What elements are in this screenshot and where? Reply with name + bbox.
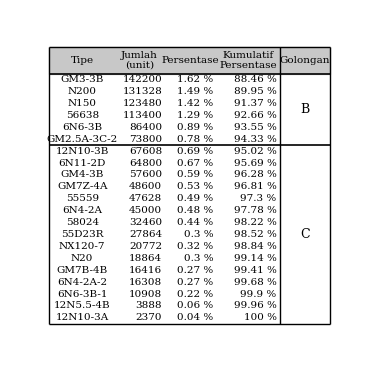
Text: C: C	[300, 228, 310, 241]
Text: 142200: 142200	[122, 75, 162, 84]
Text: GM2.5A-3C-2: GM2.5A-3C-2	[47, 135, 118, 144]
Text: 64800: 64800	[129, 159, 162, 167]
Text: 99.96 %: 99.96 %	[234, 301, 277, 310]
Text: 6N6-3B: 6N6-3B	[62, 123, 102, 132]
Text: 16308: 16308	[129, 277, 162, 287]
Text: 55559: 55559	[65, 194, 99, 203]
Text: 0.3 %: 0.3 %	[184, 254, 213, 263]
Text: 67608: 67608	[129, 147, 162, 156]
Text: 32460: 32460	[129, 218, 162, 227]
Text: 1.49 %: 1.49 %	[177, 87, 213, 96]
Text: 12N5.5-4B: 12N5.5-4B	[54, 301, 111, 310]
Text: Golongan: Golongan	[280, 56, 330, 65]
Text: 56638: 56638	[65, 111, 99, 120]
Text: GM7Z-4A: GM7Z-4A	[57, 182, 107, 191]
Text: 99.9 %: 99.9 %	[240, 290, 277, 298]
Bar	[49, 47, 330, 74]
Text: 0.22 %: 0.22 %	[177, 290, 213, 298]
Text: 0.32 %: 0.32 %	[177, 242, 213, 251]
Text: 95.69 %: 95.69 %	[234, 159, 277, 167]
Text: 20772: 20772	[129, 242, 162, 251]
Text: GM4-3B: GM4-3B	[60, 170, 104, 179]
Text: 6N11-2D: 6N11-2D	[58, 159, 106, 167]
Text: 55D23R: 55D23R	[61, 230, 103, 239]
Text: 6N6-3B-1: 6N6-3B-1	[57, 290, 107, 298]
Text: 86400: 86400	[129, 123, 162, 132]
Text: 100 %: 100 %	[244, 313, 277, 322]
Text: 10908: 10908	[129, 290, 162, 298]
Text: 1.42 %: 1.42 %	[177, 99, 213, 108]
Text: 0.69 %: 0.69 %	[177, 147, 213, 156]
Text: 73800: 73800	[129, 135, 162, 144]
Text: 97.3 %: 97.3 %	[240, 194, 277, 203]
Text: Kumulatif
Persentase: Kumulatif Persentase	[219, 51, 277, 70]
Text: 58024: 58024	[65, 218, 99, 227]
Text: 0.89 %: 0.89 %	[177, 123, 213, 132]
Text: 57600: 57600	[129, 170, 162, 179]
Text: 92.66 %: 92.66 %	[234, 111, 277, 120]
Text: GM7B-4B: GM7B-4B	[57, 266, 108, 275]
Text: 0.78 %: 0.78 %	[177, 135, 213, 144]
Text: 0.06 %: 0.06 %	[177, 301, 213, 310]
Text: 99.14 %: 99.14 %	[234, 254, 277, 263]
Text: 0.67 %: 0.67 %	[177, 159, 213, 167]
Text: 0.27 %: 0.27 %	[177, 266, 213, 275]
Text: 96.81 %: 96.81 %	[234, 182, 277, 191]
Text: 0.3 %: 0.3 %	[184, 230, 213, 239]
Text: 0.53 %: 0.53 %	[177, 182, 213, 191]
Text: 48600: 48600	[129, 182, 162, 191]
Text: 16416: 16416	[129, 266, 162, 275]
Text: 98.52 %: 98.52 %	[234, 230, 277, 239]
Text: 6N4-2A: 6N4-2A	[62, 206, 102, 215]
Text: 99.41 %: 99.41 %	[234, 266, 277, 275]
Text: 1.62 %: 1.62 %	[177, 75, 213, 84]
Text: 94.33 %: 94.33 %	[234, 135, 277, 144]
Text: GM3-3B: GM3-3B	[60, 75, 104, 84]
Text: 2370: 2370	[135, 313, 162, 322]
Text: 3888: 3888	[135, 301, 162, 310]
Text: Persentase: Persentase	[162, 56, 219, 65]
Text: B: B	[300, 103, 309, 116]
Text: 123480: 123480	[122, 99, 162, 108]
Text: 0.44 %: 0.44 %	[177, 218, 213, 227]
Text: 6N4-2A-2: 6N4-2A-2	[57, 277, 107, 287]
Text: Jumlah
(unit): Jumlah (unit)	[121, 51, 158, 70]
Text: 18864: 18864	[129, 254, 162, 263]
Text: 93.55 %: 93.55 %	[234, 123, 277, 132]
Text: 45000: 45000	[129, 206, 162, 215]
Text: N200: N200	[68, 87, 97, 96]
Text: 0.49 %: 0.49 %	[177, 194, 213, 203]
Text: 113400: 113400	[122, 111, 162, 120]
Text: 12N10-3B: 12N10-3B	[56, 147, 109, 156]
Text: 89.95 %: 89.95 %	[234, 87, 277, 96]
Text: 98.84 %: 98.84 %	[234, 242, 277, 251]
Text: 0.48 %: 0.48 %	[177, 206, 213, 215]
Text: 27864: 27864	[129, 230, 162, 239]
Text: N150: N150	[68, 99, 97, 108]
Text: 0.59 %: 0.59 %	[177, 170, 213, 179]
Text: 131328: 131328	[122, 87, 162, 96]
Text: NX120-7: NX120-7	[59, 242, 105, 251]
Text: 0.27 %: 0.27 %	[177, 277, 213, 287]
Text: 0.04 %: 0.04 %	[177, 313, 213, 322]
Text: 99.68 %: 99.68 %	[234, 277, 277, 287]
Text: 95.02 %: 95.02 %	[234, 147, 277, 156]
Text: N20: N20	[71, 254, 93, 263]
Text: 47628: 47628	[129, 194, 162, 203]
Text: 98.22 %: 98.22 %	[234, 218, 277, 227]
Text: 88.46 %: 88.46 %	[234, 75, 277, 84]
Text: 91.37 %: 91.37 %	[234, 99, 277, 108]
Text: 1.29 %: 1.29 %	[177, 111, 213, 120]
Text: Tipe: Tipe	[71, 56, 94, 65]
Text: 12N10-3A: 12N10-3A	[56, 313, 109, 322]
Text: 96.28 %: 96.28 %	[234, 170, 277, 179]
Text: 97.78 %: 97.78 %	[234, 206, 277, 215]
